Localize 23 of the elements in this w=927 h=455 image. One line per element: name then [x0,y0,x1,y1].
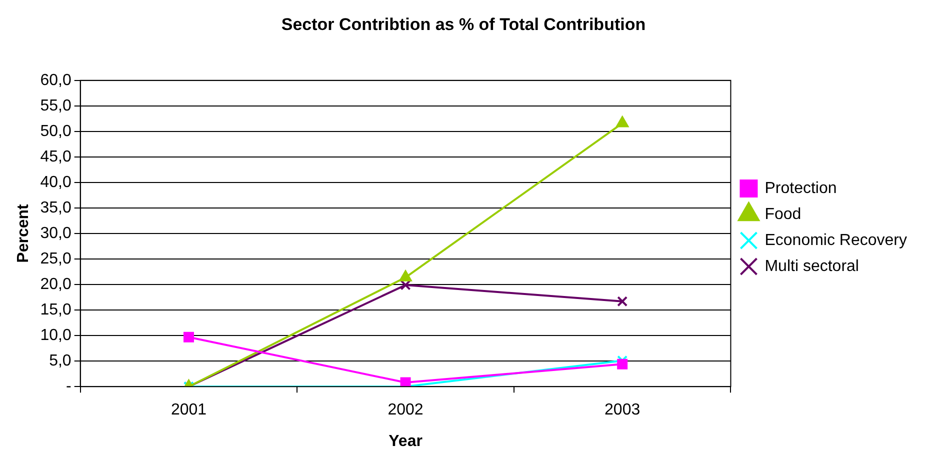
y-tick-label: 25,0 [40,250,72,268]
y-axis-title: Percent [15,203,32,263]
y-tick-label: 50,0 [40,122,72,140]
y-tick-label: 20,0 [40,276,72,293]
y-tick-label: 45,0 [40,148,72,166]
y-tick-label: 5,0 [49,352,72,370]
y-tick-label: 30,0 [40,224,72,242]
x-tick-label: 2002 [388,402,424,419]
y-tick-label: 40,0 [40,174,72,191]
x-axis-title: Year [388,432,422,450]
y-tick-label: 10,0 [40,326,72,344]
y-tick-label: - [66,378,72,396]
y-tick-label: 35,0 [40,199,72,216]
legend-label: Economic Recovery [764,232,908,249]
y-tick-label: 15,0 [40,301,72,318]
chart-title: Sector Contribtion as % of Total Contribution [281,14,646,34]
legend-label: Protection [764,180,837,197]
y-tick-label: 55,0 [40,97,72,114]
legend-label: Multi sectoral [764,258,859,275]
legend-label: Food [764,206,802,223]
x-tick-label: 2003 [604,402,640,419]
x-tick-label: 2001 [170,402,207,419]
y-tick-label: 60,0 [40,72,72,89]
